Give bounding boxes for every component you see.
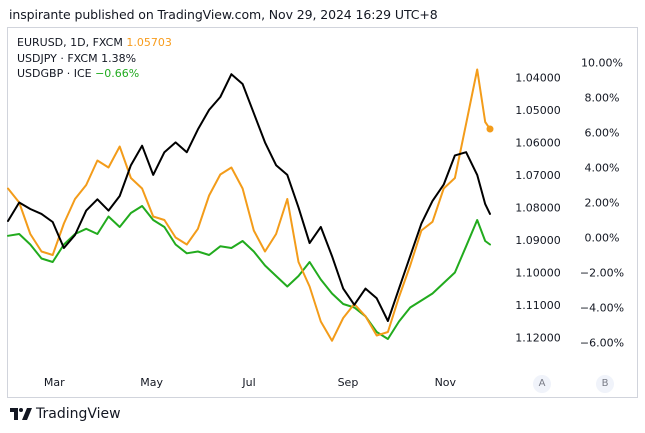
left-axis-tick-label: 1.04000 (515, 71, 561, 84)
brand-footer[interactable]: TradingView (10, 406, 121, 422)
legend-value: 1.38% (101, 51, 137, 65)
left-axis-tick-label: 1.09000 (515, 234, 561, 247)
right-axis-tick-label: −6.00% (580, 337, 624, 350)
legend-value: 1.05703 (126, 36, 172, 49)
right-axis-tick-label: 8.00% (585, 92, 620, 105)
legend-label: USDGBP · ICE (17, 67, 92, 80)
legend-label: EURUSD, 1D, FXCM (17, 36, 123, 49)
right-axis-tick-label: −4.00% (580, 302, 624, 315)
left-axis-tick-label: 1.07000 (515, 169, 561, 182)
series-line-eurusd (7, 73, 491, 322)
x-tick-label: Nov (435, 376, 457, 389)
legend-label: USDJPY · FXCM (17, 51, 98, 65)
right-axis-tick-label: 2.00% (585, 197, 620, 210)
legend-item-usdjpy[interactable]: USDJPY · FXCM 1.38% (17, 51, 172, 67)
chart-frame (7, 27, 638, 398)
right-axis-tick-label: 0.00% (585, 232, 620, 245)
publish-caption: inspirante published on TradingView.com,… (9, 7, 438, 22)
series-line-usdjpy (7, 68, 491, 342)
left-axis-tick-label: 1.06000 (515, 136, 561, 149)
right-axis-tick-label: 6.00% (585, 127, 620, 140)
log-scale-button[interactable]: B (596, 375, 614, 393)
auto-scale-button[interactable]: A (533, 375, 551, 393)
right-axis-tick-label: −2.00% (580, 267, 624, 280)
tradingview-logo-icon (10, 408, 32, 420)
last-price-dot (486, 125, 494, 133)
left-axis-tick-label: 1.08000 (515, 201, 561, 214)
left-axis-tick-label: 1.05000 (515, 104, 561, 117)
left-axis-tick-label: 1.12000 (515, 331, 561, 344)
series-line-usdgbp (7, 205, 491, 340)
left-axis-tick-label: 1.11000 (515, 299, 561, 312)
left-axis-tick-label: 1.10000 (515, 266, 561, 279)
x-tick-label: May (140, 376, 163, 389)
legend: EURUSD, 1D, FXCM 1.05703 USDJPY · FXCM 1… (17, 35, 172, 82)
legend-item-usdgbp[interactable]: USDGBP · ICE −0.66% (17, 66, 172, 82)
right-axis-tick-label: 10.00% (581, 57, 623, 70)
x-tick-label: Jul (241, 376, 255, 389)
x-tick-label: Sep (338, 376, 359, 389)
right-axis-tick-label: 4.00% (585, 162, 620, 175)
x-tick-label: Mar (44, 376, 65, 389)
legend-value: −0.66% (95, 67, 140, 80)
legend-item-eurusd[interactable]: EURUSD, 1D, FXCM 1.05703 (17, 35, 172, 51)
brand-name: TradingView (36, 406, 121, 422)
